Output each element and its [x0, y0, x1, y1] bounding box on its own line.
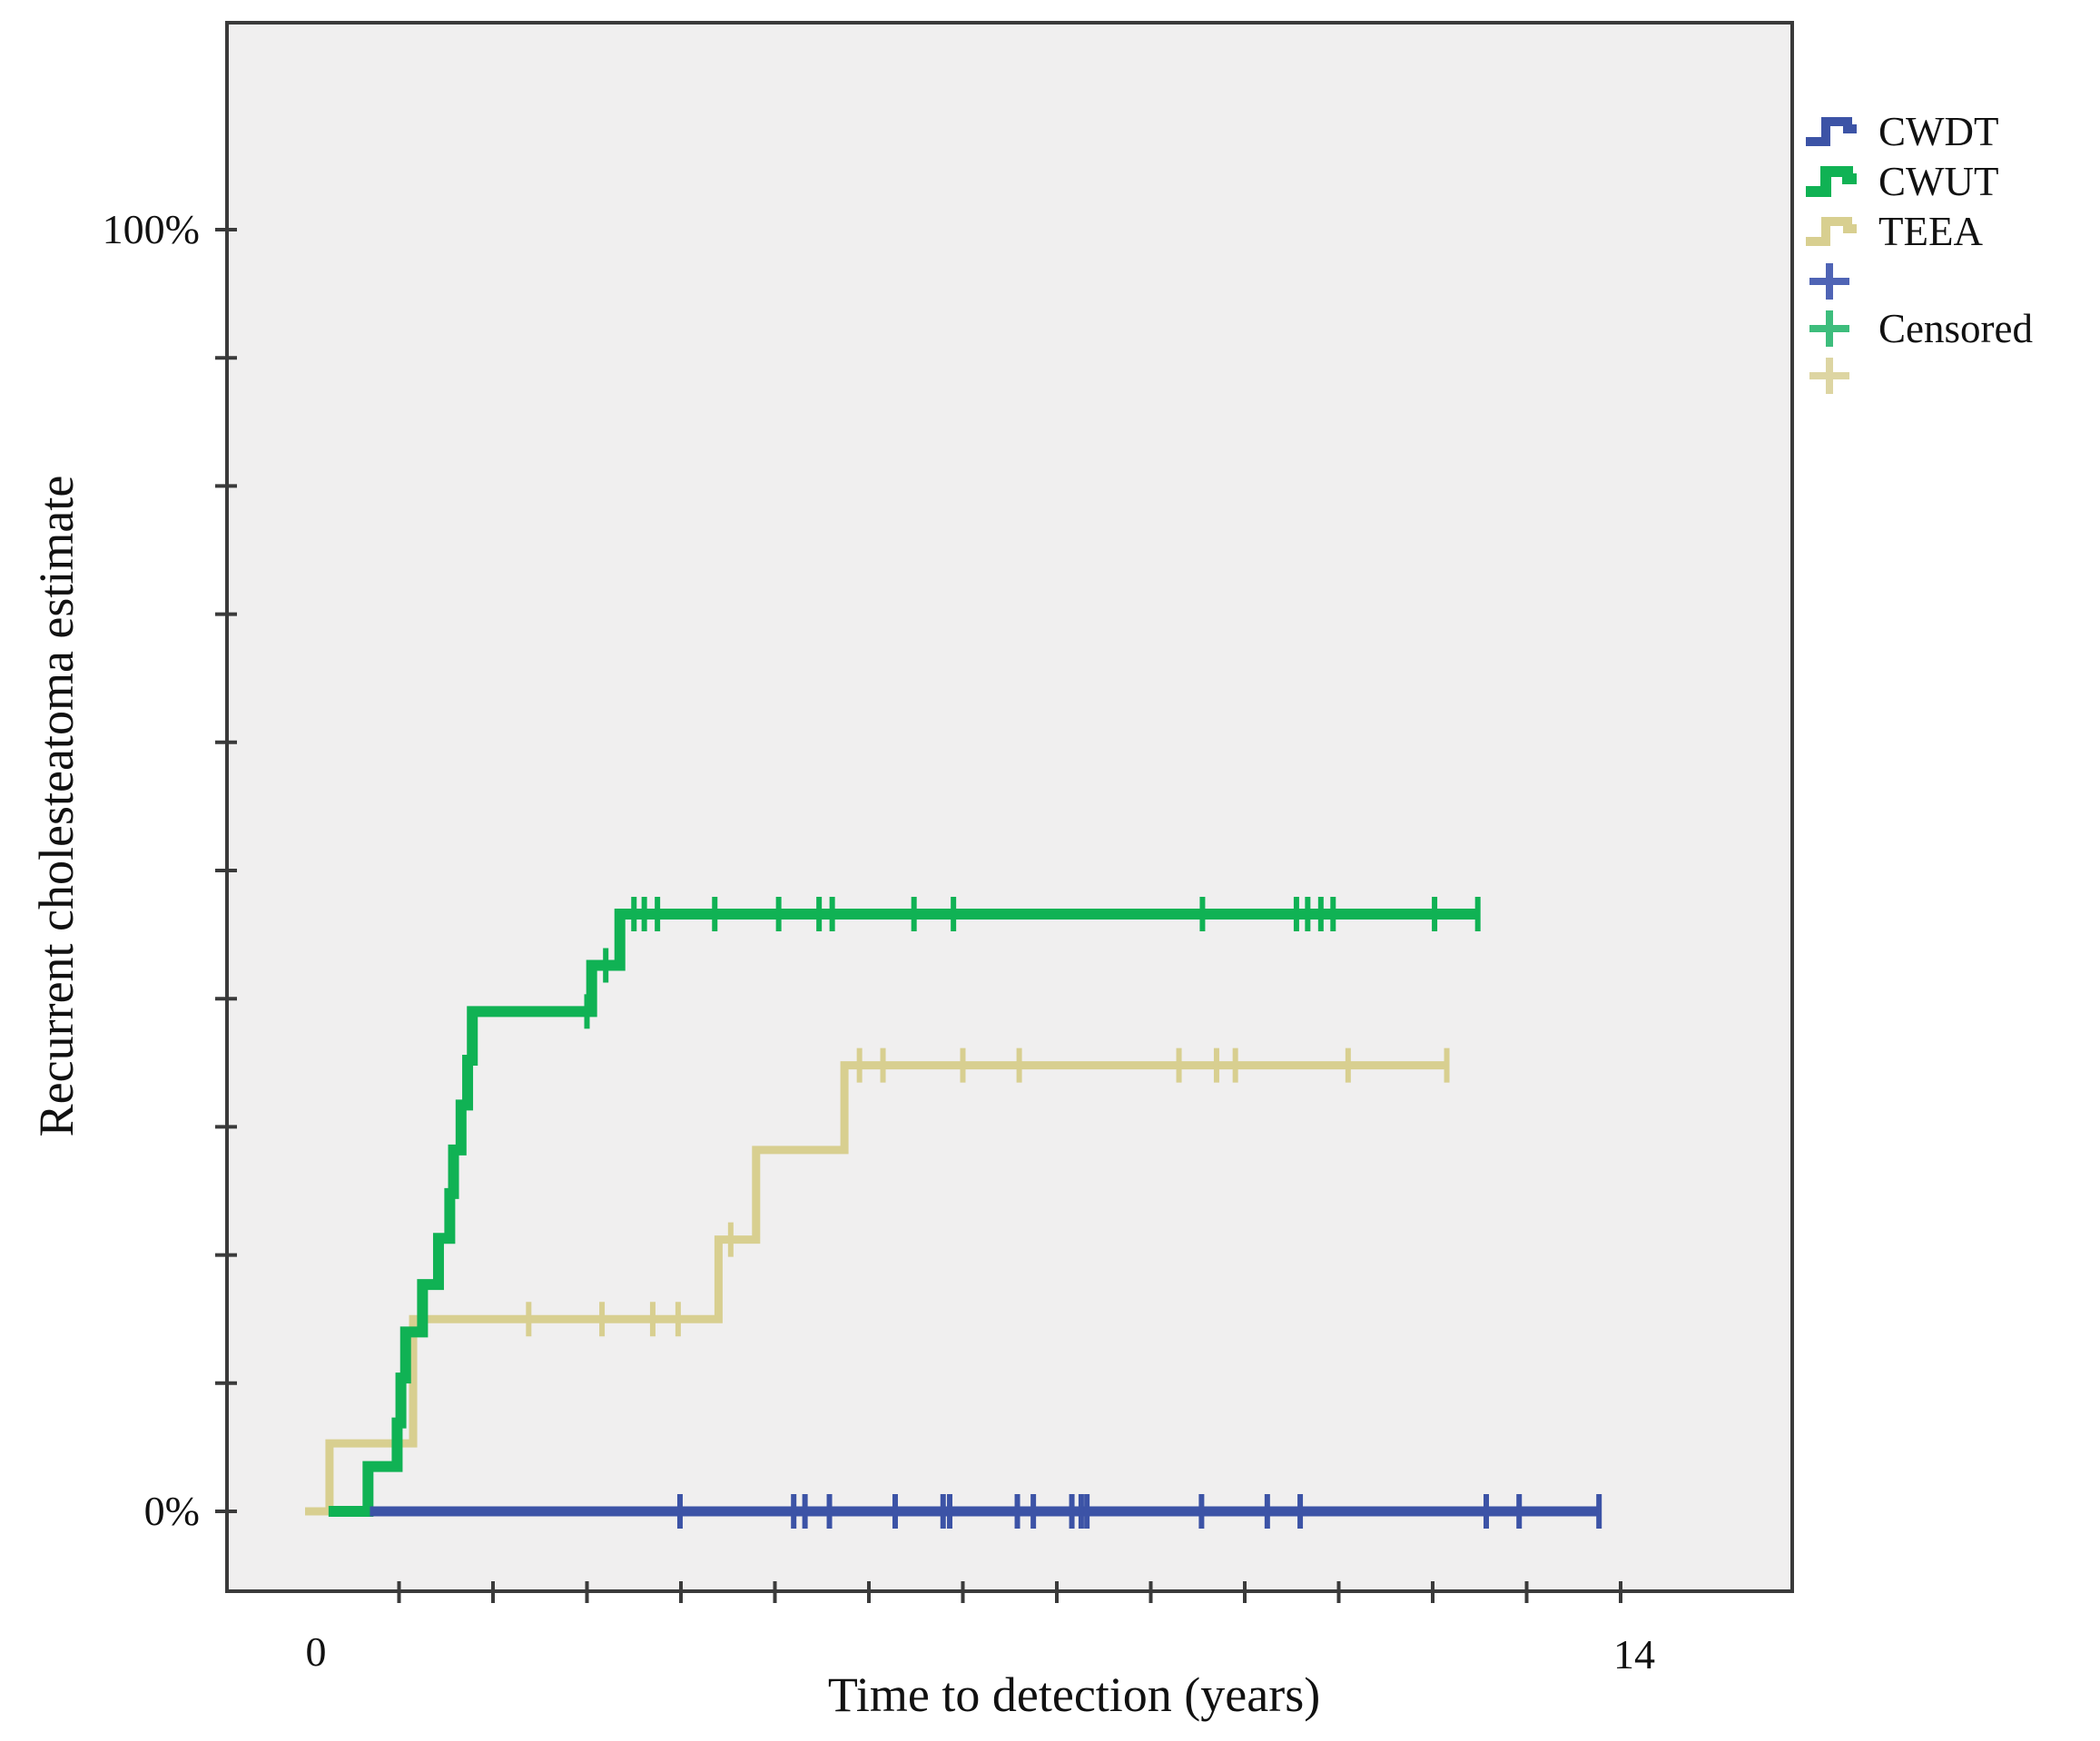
cwdt-step-line-icon	[1806, 117, 1857, 146]
legend-item-teea: TEEA	[1802, 206, 1983, 257]
cwut-step-line-icon	[1806, 166, 1857, 197]
censored-plus-icon-green	[1809, 310, 1849, 347]
legend-item-cwdt: CWDT	[1802, 106, 1998, 157]
y-tick-label-100: 100%	[102, 206, 200, 252]
censored-plus-icon-blue	[1809, 263, 1849, 300]
legend-label-teea: TEEA	[1878, 209, 1983, 254]
series-line-teea	[305, 1061, 1449, 1516]
legend-label-censored: Censored	[1878, 306, 2033, 351]
legend-item-censored-teea	[1802, 350, 1869, 401]
teea-step-line-icon	[1806, 217, 1857, 246]
legend-label-cwut: CWUT	[1878, 159, 1999, 204]
legend-item-censored-cwdt	[1802, 256, 1869, 307]
censored-plus-icon-tan	[1809, 358, 1849, 394]
plot-area	[225, 21, 1794, 1593]
y-tick-label-0: 0%	[143, 1488, 200, 1534]
series-line-cwut	[328, 909, 1480, 1517]
x-tick-label-0: 0	[305, 1628, 327, 1675]
legend-item-cwut: CWUT	[1802, 156, 1998, 207]
x-axis-title: Time to detection (years)	[827, 1667, 1321, 1722]
x-tick-label-14: 14	[1613, 1631, 1655, 1677]
y-axis-title: Recurrent cholesteatoma estimate	[29, 475, 84, 1137]
legend-item-censored-cwut: Censored	[1802, 303, 2033, 354]
legend-label-cwdt: CWDT	[1878, 109, 1999, 154]
